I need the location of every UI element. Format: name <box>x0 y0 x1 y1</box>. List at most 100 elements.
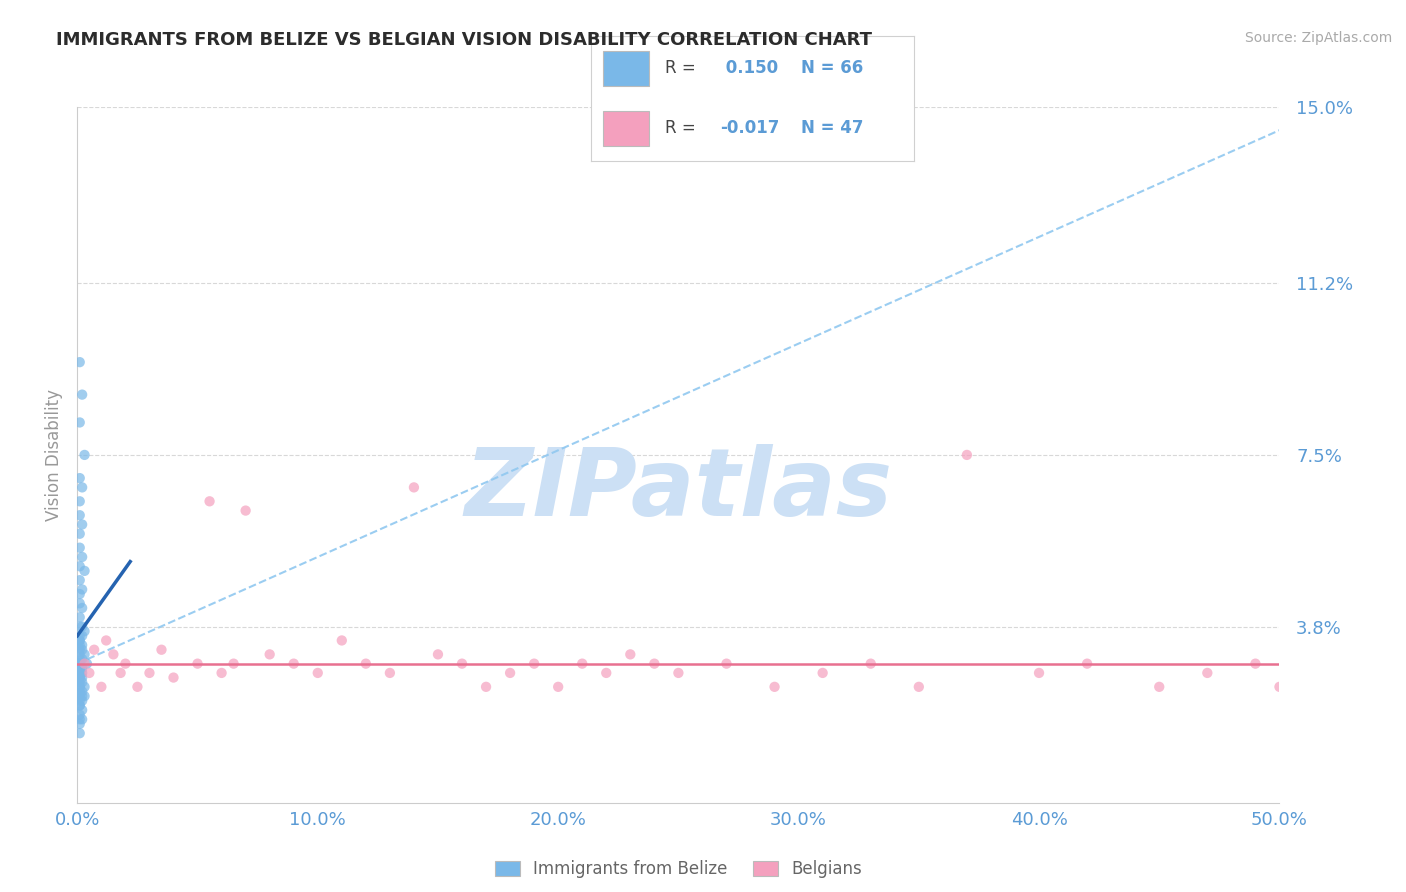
Point <box>643 657 665 671</box>
Text: 0.150: 0.150 <box>720 59 778 77</box>
Point <box>475 680 498 694</box>
Point <box>70 629 93 643</box>
Point <box>69 698 91 713</box>
Point <box>427 648 450 662</box>
Point <box>1076 657 1098 671</box>
Point <box>956 448 979 462</box>
Point <box>69 587 91 601</box>
Point <box>69 675 91 690</box>
Point <box>70 661 93 675</box>
Point <box>70 601 93 615</box>
Point <box>73 648 96 662</box>
Point <box>69 619 91 633</box>
Point <box>619 648 641 662</box>
Point <box>283 657 305 671</box>
Point <box>70 549 93 564</box>
Point <box>1244 657 1267 671</box>
Text: R =: R = <box>665 120 696 137</box>
Point <box>69 717 91 731</box>
Point <box>69 657 91 671</box>
Point <box>70 703 93 717</box>
Text: R =: R = <box>665 59 696 77</box>
Point <box>69 684 91 698</box>
Point <box>69 698 91 713</box>
Legend: Immigrants from Belize, Belgians: Immigrants from Belize, Belgians <box>488 854 869 885</box>
Point <box>127 680 149 694</box>
Point <box>354 657 377 671</box>
Point <box>69 657 91 671</box>
Point <box>69 648 91 662</box>
Point <box>73 624 96 639</box>
Point <box>69 712 91 726</box>
Point <box>859 657 882 671</box>
Point <box>571 657 593 671</box>
Point <box>70 712 93 726</box>
Point <box>90 680 112 694</box>
Point <box>69 559 91 574</box>
Text: Source: ZipAtlas.com: Source: ZipAtlas.com <box>1244 31 1392 45</box>
Point <box>70 480 93 494</box>
Point <box>69 707 91 722</box>
FancyBboxPatch shape <box>603 111 648 145</box>
Point <box>69 726 91 740</box>
Point <box>69 573 91 587</box>
Point <box>307 665 329 680</box>
Point <box>70 689 93 703</box>
Point <box>69 642 91 657</box>
Point <box>69 671 91 685</box>
Point <box>69 652 91 666</box>
Point <box>222 657 245 671</box>
Point <box>138 665 160 680</box>
Point <box>70 582 93 597</box>
Point <box>70 684 93 698</box>
Y-axis label: Vision Disability: Vision Disability <box>45 389 63 521</box>
Point <box>69 355 91 369</box>
Point <box>70 517 93 532</box>
Point <box>211 665 233 680</box>
Point <box>162 671 184 685</box>
Point <box>76 657 98 671</box>
Point <box>547 680 569 694</box>
Point <box>114 657 136 671</box>
Point <box>451 657 474 671</box>
Point <box>402 480 425 494</box>
Point <box>70 671 93 685</box>
Point <box>69 661 91 675</box>
Point <box>83 642 105 657</box>
Point <box>69 633 91 648</box>
Point <box>1268 680 1291 694</box>
Point <box>69 680 91 694</box>
Point <box>73 564 96 578</box>
Point <box>96 633 118 648</box>
Point <box>69 689 91 703</box>
Point <box>69 416 91 430</box>
Point <box>69 680 91 694</box>
Point <box>763 680 786 694</box>
Text: IMMIGRANTS FROM BELIZE VS BELGIAN VISION DISABILITY CORRELATION CHART: IMMIGRANTS FROM BELIZE VS BELGIAN VISION… <box>56 31 872 49</box>
Point <box>69 633 91 648</box>
Point <box>70 619 93 633</box>
Point <box>69 629 91 643</box>
Point <box>1028 665 1050 680</box>
Point <box>198 494 221 508</box>
Point <box>1149 680 1171 694</box>
Point <box>69 694 91 708</box>
Text: N = 66: N = 66 <box>801 59 863 77</box>
Point <box>69 665 91 680</box>
Point <box>716 657 738 671</box>
Point <box>103 648 125 662</box>
Point <box>69 508 91 523</box>
Point <box>73 448 96 462</box>
Point <box>330 633 353 648</box>
Point <box>595 665 617 680</box>
Point <box>186 657 209 671</box>
Point <box>811 665 834 680</box>
Point <box>378 665 401 680</box>
Point <box>79 665 101 680</box>
Text: N = 47: N = 47 <box>801 120 863 137</box>
Point <box>69 526 91 541</box>
Point <box>69 541 91 555</box>
Point <box>110 665 132 680</box>
Point <box>70 652 93 666</box>
FancyBboxPatch shape <box>603 51 648 86</box>
